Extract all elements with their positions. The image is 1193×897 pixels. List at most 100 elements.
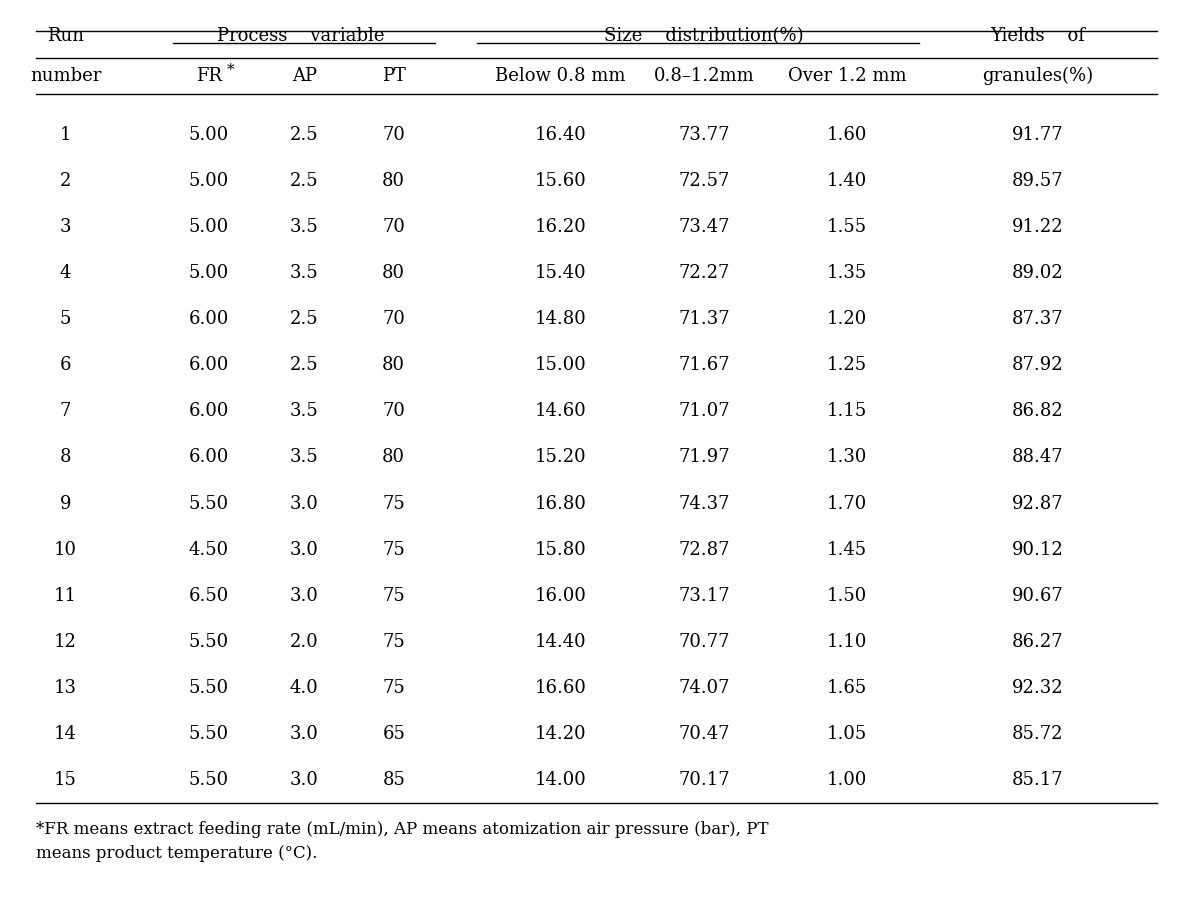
Text: 6.00: 6.00	[188, 310, 229, 328]
Text: 73.17: 73.17	[678, 587, 730, 605]
Text: 3.0: 3.0	[290, 771, 319, 788]
Text: 4.50: 4.50	[188, 541, 229, 559]
Text: 89.57: 89.57	[1012, 172, 1064, 190]
Text: 75: 75	[382, 494, 406, 512]
Text: 72.57: 72.57	[678, 172, 730, 190]
Text: 90.67: 90.67	[1012, 587, 1064, 605]
Text: 16.60: 16.60	[534, 679, 587, 697]
Text: 71.37: 71.37	[678, 310, 730, 328]
Text: 14: 14	[54, 725, 78, 743]
Text: 72.27: 72.27	[678, 265, 730, 283]
Text: FR: FR	[196, 67, 222, 85]
Text: 74.07: 74.07	[678, 679, 730, 697]
Text: Below 0.8 mm: Below 0.8 mm	[495, 67, 626, 85]
Text: 1.65: 1.65	[827, 679, 867, 697]
Text: Yields    of: Yields of	[990, 27, 1086, 45]
Text: 16.20: 16.20	[534, 218, 587, 236]
Text: 3.0: 3.0	[290, 541, 319, 559]
Text: 14.60: 14.60	[534, 403, 587, 421]
Text: 15: 15	[54, 771, 78, 788]
Text: 1.50: 1.50	[827, 587, 867, 605]
Text: 3.5: 3.5	[290, 448, 319, 466]
Text: 15.80: 15.80	[534, 541, 587, 559]
Text: 1.55: 1.55	[827, 218, 867, 236]
Text: 5.50: 5.50	[188, 632, 229, 650]
Text: 89.02: 89.02	[1012, 265, 1064, 283]
Text: 3.0: 3.0	[290, 587, 319, 605]
Text: 1.15: 1.15	[827, 403, 867, 421]
Text: 5.50: 5.50	[188, 679, 229, 697]
Text: 70: 70	[382, 126, 406, 144]
Text: Run: Run	[47, 27, 85, 45]
Text: 70.77: 70.77	[678, 632, 730, 650]
Text: 4: 4	[60, 265, 72, 283]
Text: 5.00: 5.00	[188, 218, 229, 236]
Text: 5.50: 5.50	[188, 494, 229, 512]
Text: 70: 70	[382, 310, 406, 328]
Text: means product temperature (°C).: means product temperature (°C).	[36, 846, 317, 862]
Text: 1.35: 1.35	[827, 265, 867, 283]
Text: 80: 80	[382, 172, 406, 190]
Text: 80: 80	[382, 448, 406, 466]
Text: 5.00: 5.00	[188, 265, 229, 283]
Text: 74.37: 74.37	[678, 494, 730, 512]
Text: 85.72: 85.72	[1012, 725, 1064, 743]
Text: 86.27: 86.27	[1012, 632, 1064, 650]
Text: 1: 1	[60, 126, 72, 144]
Text: 3.5: 3.5	[290, 218, 319, 236]
Text: 5.00: 5.00	[188, 172, 229, 190]
Text: 92.32: 92.32	[1012, 679, 1064, 697]
Text: 6.00: 6.00	[188, 403, 229, 421]
Text: 71.07: 71.07	[678, 403, 730, 421]
Text: 70.17: 70.17	[678, 771, 730, 788]
Text: 92.87: 92.87	[1012, 494, 1064, 512]
Text: Process    variable: Process variable	[217, 27, 385, 45]
Text: 91.22: 91.22	[1012, 218, 1064, 236]
Text: 8: 8	[60, 448, 72, 466]
Text: 12: 12	[54, 632, 78, 650]
Text: 85.17: 85.17	[1012, 771, 1064, 788]
Text: 2.5: 2.5	[290, 172, 319, 190]
Text: Size    distribution(%): Size distribution(%)	[604, 27, 804, 45]
Text: number: number	[30, 67, 101, 85]
Text: 75: 75	[382, 541, 406, 559]
Text: 6.50: 6.50	[188, 587, 229, 605]
Text: 70.47: 70.47	[678, 725, 730, 743]
Text: 2.0: 2.0	[290, 632, 319, 650]
Text: 1.30: 1.30	[827, 448, 867, 466]
Text: 15.60: 15.60	[534, 172, 587, 190]
Text: 3.5: 3.5	[290, 403, 319, 421]
Text: 16.00: 16.00	[534, 587, 587, 605]
Text: 75: 75	[382, 587, 406, 605]
Text: 1.00: 1.00	[827, 771, 867, 788]
Text: 70: 70	[382, 403, 406, 421]
Text: 5: 5	[60, 310, 72, 328]
Text: 73.47: 73.47	[678, 218, 730, 236]
Text: 6: 6	[60, 356, 72, 374]
Text: 1.10: 1.10	[827, 632, 867, 650]
Text: 65: 65	[382, 725, 406, 743]
Text: 71.67: 71.67	[678, 356, 730, 374]
Text: 90.12: 90.12	[1012, 541, 1064, 559]
Text: 88.47: 88.47	[1012, 448, 1064, 466]
Text: 1.70: 1.70	[827, 494, 867, 512]
Text: 2.5: 2.5	[290, 356, 319, 374]
Text: 1.45: 1.45	[827, 541, 867, 559]
Text: 6.00: 6.00	[188, 448, 229, 466]
Text: 16.40: 16.40	[534, 126, 587, 144]
Text: 87.37: 87.37	[1012, 310, 1064, 328]
Text: 15.40: 15.40	[534, 265, 587, 283]
Text: 11: 11	[54, 587, 78, 605]
Text: 3.5: 3.5	[290, 265, 319, 283]
Text: 2.5: 2.5	[290, 310, 319, 328]
Text: 16.80: 16.80	[534, 494, 587, 512]
Text: 4.0: 4.0	[290, 679, 319, 697]
Text: 3.0: 3.0	[290, 725, 319, 743]
Text: 1.40: 1.40	[827, 172, 867, 190]
Text: 15.20: 15.20	[534, 448, 587, 466]
Text: 9: 9	[60, 494, 72, 512]
Text: 14.20: 14.20	[534, 725, 587, 743]
Text: 10: 10	[54, 541, 78, 559]
Text: 14.40: 14.40	[534, 632, 587, 650]
Text: 1.60: 1.60	[827, 126, 867, 144]
